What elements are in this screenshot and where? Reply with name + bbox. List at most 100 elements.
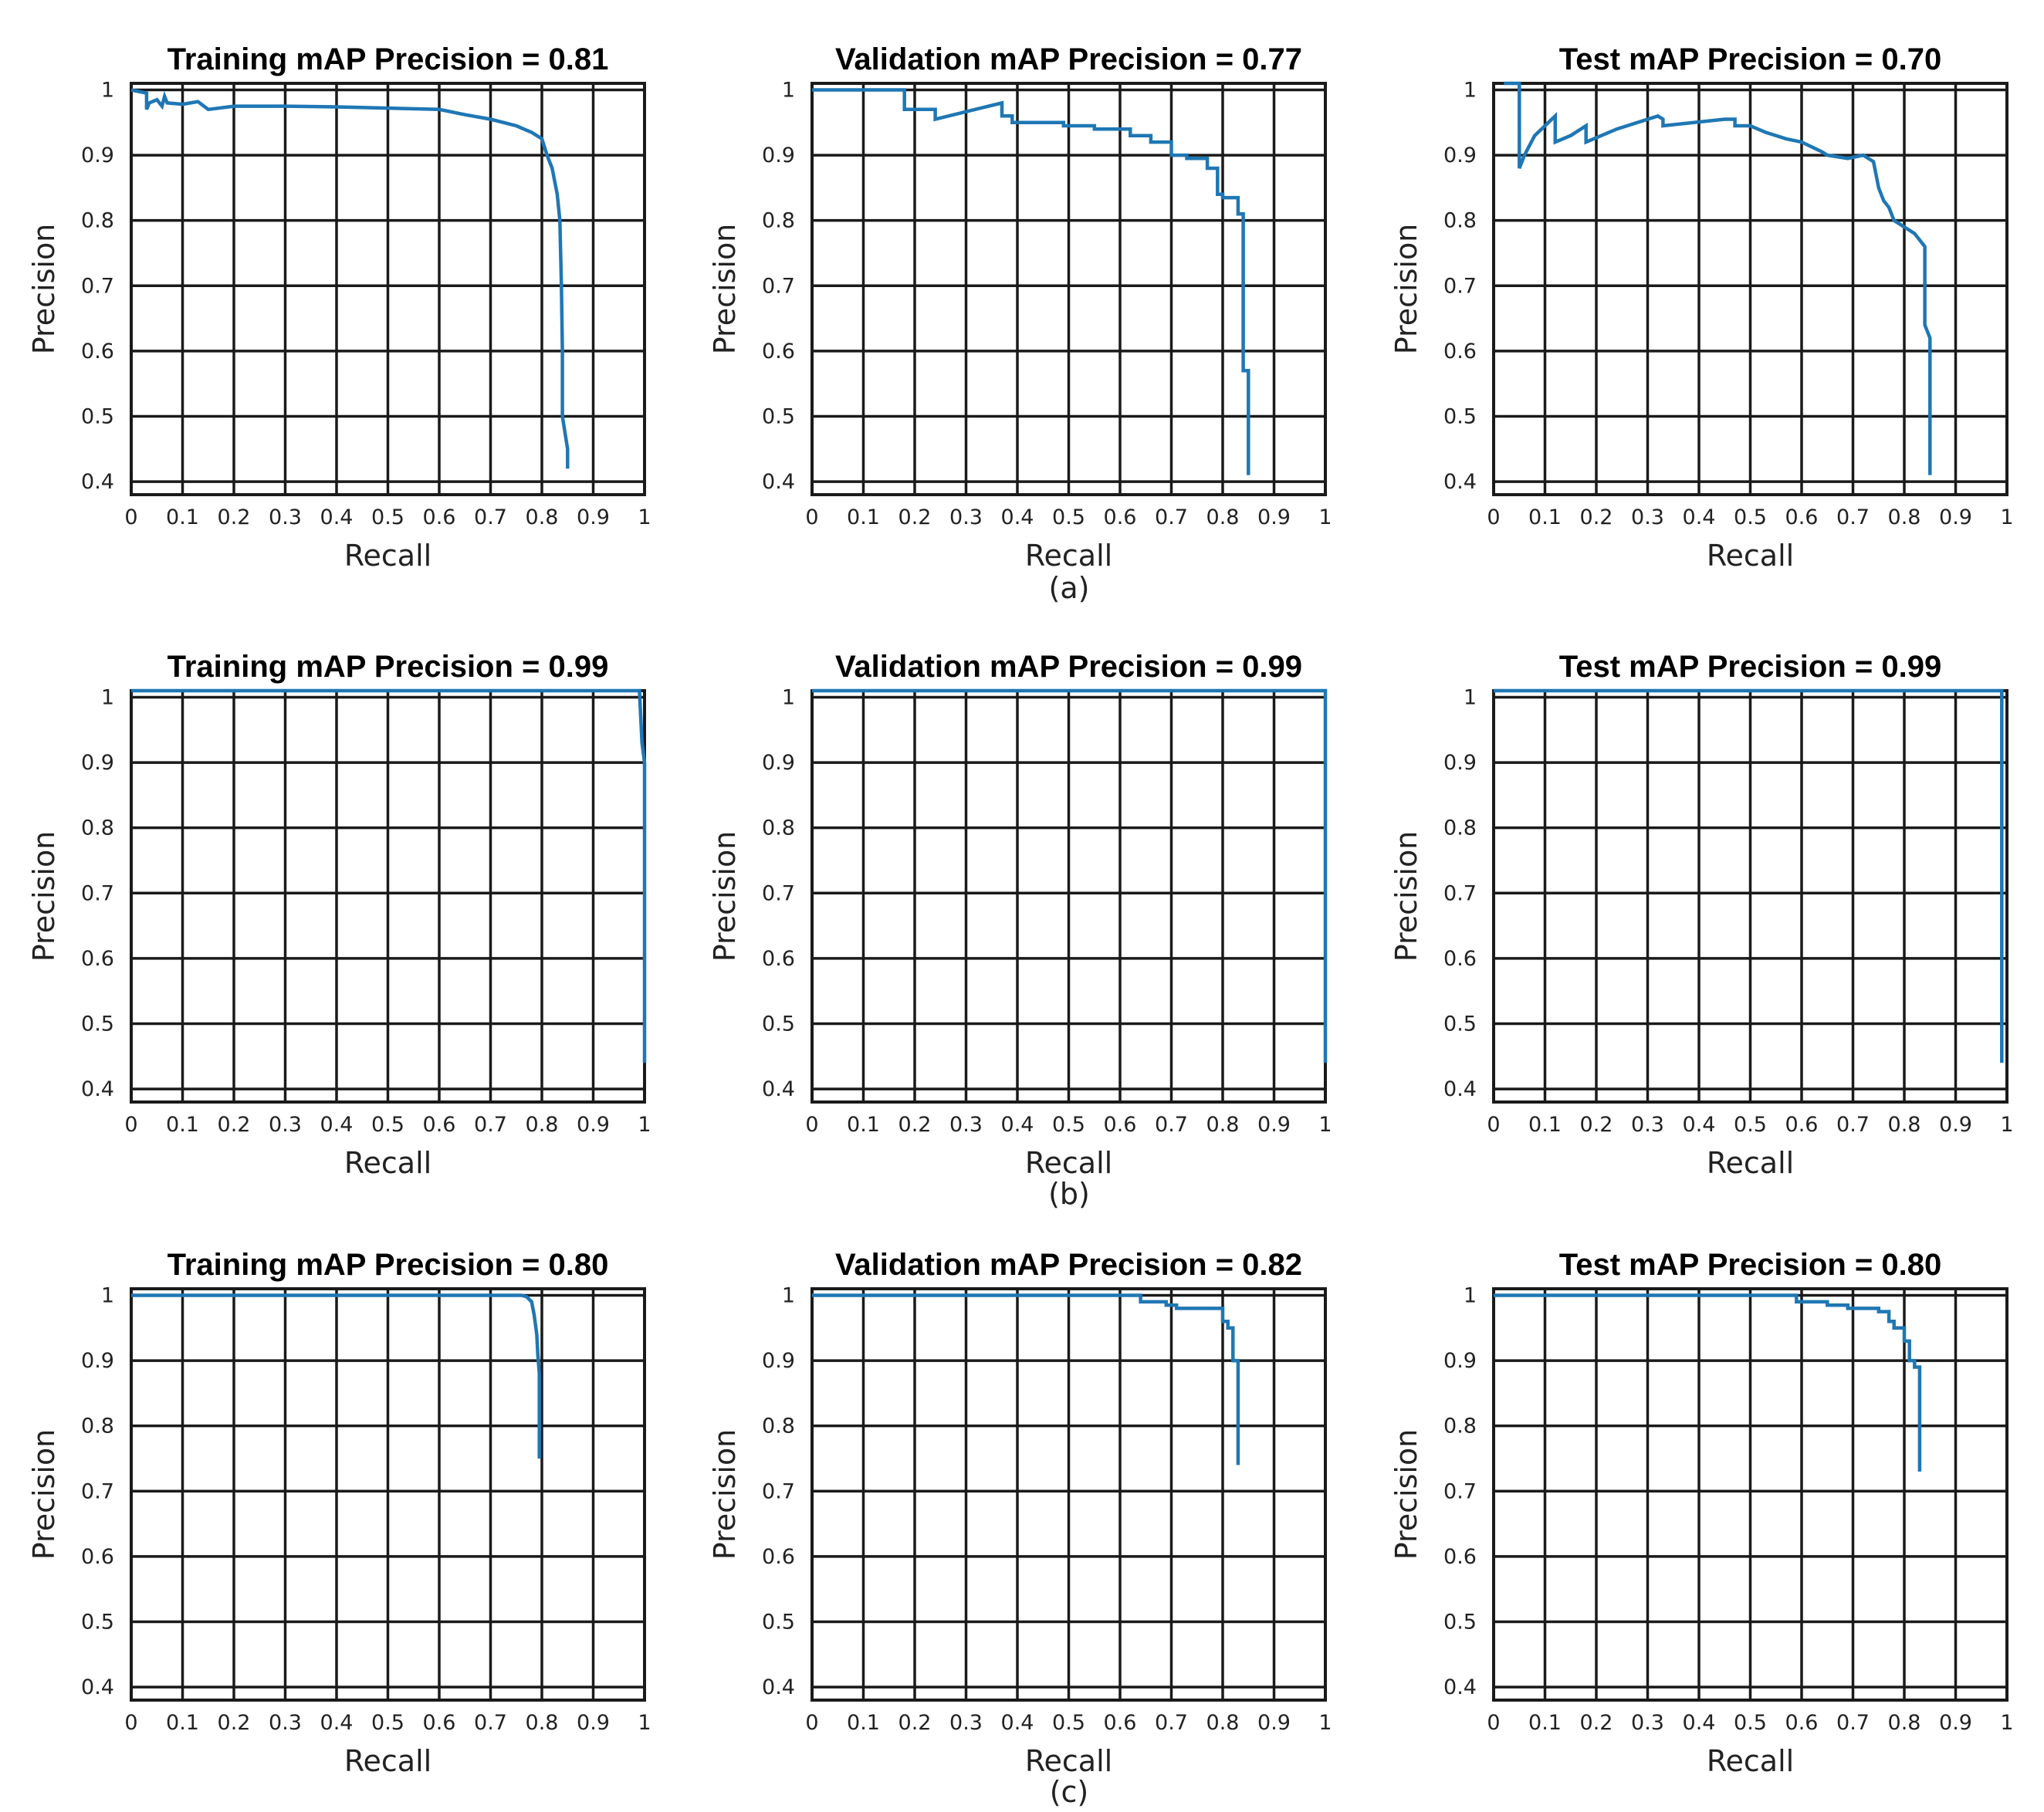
chart-3-ytick-label: 0.8 bbox=[1443, 209, 1477, 233]
chart-6: Test mAP Precision = 0.99 0 0.1 0.2 0.3 0.4 0.… bbox=[1389, 650, 2014, 1180]
chart-5: Validation mAP Precision = 0.99 0 0.1 0.2 0.… bbox=[708, 650, 1332, 1180]
chart-4-title: Training mAP Precision = 0.99 bbox=[168, 650, 609, 684]
chart-6-xtick-label: 0.1 bbox=[1528, 1113, 1562, 1137]
chart-9-xtick-label: 0.5 bbox=[1734, 1711, 1767, 1735]
chart-7-ytick-label: 0.8 bbox=[81, 1415, 114, 1438]
chart-9: Test mAP Precision = 0.80 0 0.1 0.2 0.3 0.4 0.… bbox=[1389, 1248, 2014, 1778]
chart-7-pr-curve-line bbox=[131, 1293, 541, 1459]
chart-7: Training mAP Precision = 0.80 0 0.1 0.2 0.3 0… bbox=[27, 1248, 651, 1778]
chart-1-ytick-label: 0.9 bbox=[81, 144, 114, 167]
chart-4-ytick-label: 1 bbox=[101, 685, 114, 709]
chart-2-ytick-label: 0.7 bbox=[762, 274, 795, 298]
chart-3-xtick-label: 0.9 bbox=[1939, 505, 1972, 529]
chart-2-xtick-label: 0.6 bbox=[1104, 505, 1137, 529]
chart-2-xtick-label: 0.3 bbox=[949, 505, 983, 529]
chart-1-xtick-label: 0.6 bbox=[423, 505, 456, 529]
chart-2: Validation mAP Precision = 0.77 0 0.1 0.2 0.… bbox=[708, 42, 1332, 573]
chart-7-xtick-label: 0.5 bbox=[371, 1711, 404, 1735]
chart-1-ylabel: Precision bbox=[27, 224, 61, 355]
chart-9-frame bbox=[1492, 1287, 2008, 1702]
chart-1-ytick-label: 0.6 bbox=[81, 340, 114, 363]
chart-4-xlabel: Recall bbox=[344, 1146, 431, 1180]
chart-2-xtick-label: 0.5 bbox=[1052, 505, 1085, 529]
chart-6-xtick-label: 0.9 bbox=[1939, 1113, 1972, 1137]
chart-1-xtick-label: 0 bbox=[124, 505, 137, 529]
chart-9-ytick-label: 0.9 bbox=[1443, 1349, 1477, 1373]
chart-4-ylabel: Precision bbox=[27, 831, 61, 962]
chart-1-xtick-label: 0.5 bbox=[371, 505, 404, 529]
chart-7-ytick-label: 0.9 bbox=[81, 1349, 114, 1373]
chart-8-xtick-label: 0.3 bbox=[949, 1711, 983, 1735]
chart-7-ylabel: Precision bbox=[27, 1429, 61, 1560]
chart-7-xlabel: Recall bbox=[344, 1744, 431, 1778]
chart-9-xtick-label: 0.2 bbox=[1580, 1711, 1613, 1735]
chart-6-xtick-label: 0.5 bbox=[1734, 1113, 1767, 1137]
chart-5-ytick-label: 0.9 bbox=[762, 751, 795, 775]
chart-3-ytick-label: 0.4 bbox=[1443, 470, 1477, 494]
chart-8: Validation mAP Precision = 0.82 0 0.1 0.2 0.… bbox=[708, 1248, 1332, 1778]
chart-9-ytick-label: 0.7 bbox=[1443, 1479, 1477, 1503]
chart-3-xtick-label: 1 bbox=[2000, 505, 2013, 529]
chart-3-xlabel: Recall bbox=[1707, 539, 1794, 573]
chart-8-xtick-label: 0.4 bbox=[1001, 1711, 1034, 1735]
chart-7-xtick-label: 0.9 bbox=[577, 1711, 610, 1735]
chart-5-ytick-label: 0.7 bbox=[762, 881, 795, 905]
chart-3-xtick-label: 0.7 bbox=[1836, 505, 1870, 529]
chart-7-xtick-label: 0.3 bbox=[269, 1711, 302, 1735]
chart-4-xtick-label: 0.6 bbox=[423, 1113, 456, 1137]
chart-4-ytick-label: 0.5 bbox=[81, 1012, 114, 1036]
chart-7-xtick-label: 0.2 bbox=[218, 1711, 251, 1735]
chart-9-xtick-label: 0.8 bbox=[1888, 1711, 1921, 1735]
chart-7-ytick-label: 0.4 bbox=[81, 1675, 114, 1699]
chart-7-xtick-label: 0.6 bbox=[423, 1711, 456, 1735]
chart-8-xtick-label: 0 bbox=[805, 1711, 818, 1735]
chart-6-ytick-label: 0.8 bbox=[1443, 816, 1477, 840]
chart-1-xtick-label: 0.2 bbox=[218, 505, 251, 529]
chart-2-xtick-label: 0.1 bbox=[847, 505, 880, 529]
chart-1-title: Training mAP Precision = 0.81 bbox=[168, 42, 609, 76]
chart-7-xtick-label: 0.4 bbox=[320, 1711, 354, 1735]
chart-5-xtick-label: 0 bbox=[805, 1113, 818, 1137]
chart-5-pr-curve-line bbox=[812, 688, 1328, 1063]
chart-6-xtick-label: 0.4 bbox=[1683, 1113, 1716, 1137]
chart-8-xtick-label: 0.7 bbox=[1155, 1711, 1188, 1735]
chart-1-xtick-label: 1 bbox=[638, 505, 651, 529]
chart-4-xtick-label: 0.8 bbox=[526, 1113, 559, 1137]
chart-2-ylabel: Precision bbox=[708, 224, 742, 355]
chart-2-ytick-label: 0.5 bbox=[762, 404, 795, 428]
chart-1-xtick-label: 0.1 bbox=[166, 505, 199, 529]
chart-9-xtick-label: 0 bbox=[1487, 1711, 1500, 1735]
chart-9-ytick-label: 1 bbox=[1464, 1283, 1477, 1307]
chart-8-xtick-label: 0.6 bbox=[1104, 1711, 1137, 1735]
chart-8-ytick-label: 0.7 bbox=[762, 1479, 795, 1503]
chart-1-xtick-label: 0.3 bbox=[269, 505, 302, 529]
chart-2-pr-curve-line bbox=[812, 88, 1250, 475]
chart-3-xtick-label: 0.3 bbox=[1631, 505, 1664, 529]
chart-4-xtick-label: 0.4 bbox=[320, 1113, 354, 1137]
chart-6-ytick-label: 0.4 bbox=[1443, 1077, 1477, 1101]
chart-8-xlabel: Recall bbox=[1025, 1744, 1112, 1778]
chart-2-xtick-label: 0.8 bbox=[1206, 505, 1240, 529]
chart-5-xtick-label: 0.8 bbox=[1206, 1113, 1240, 1137]
chart-4-xtick-label: 0.1 bbox=[166, 1113, 199, 1137]
caption-c: (c) bbox=[1050, 1775, 1089, 1809]
chart-9-ytick-label: 0.4 bbox=[1443, 1675, 1477, 1699]
chart-6-xtick-label: 0.8 bbox=[1888, 1113, 1921, 1137]
chart-1-xtick-label: 0.7 bbox=[474, 505, 507, 529]
chart-7-xtick-label: 0.1 bbox=[166, 1711, 199, 1735]
chart-9-ytick-label: 0.8 bbox=[1443, 1415, 1477, 1438]
chart-8-ytick-label: 0.5 bbox=[762, 1610, 795, 1634]
chart-2-ytick-label: 0.9 bbox=[762, 144, 795, 167]
chart-8-ytick-label: 0.9 bbox=[762, 1349, 795, 1373]
chart-9-xtick-label: 0.1 bbox=[1528, 1711, 1562, 1735]
chart-7-frame bbox=[130, 1287, 646, 1702]
chart-2-title: Validation mAP Precision = 0.77 bbox=[835, 42, 1302, 76]
chart-5-xtick-label: 0.4 bbox=[1001, 1113, 1034, 1137]
chart-3-ytick-label: 0.6 bbox=[1443, 340, 1477, 363]
chart-5-ytick-label: 0.6 bbox=[762, 947, 795, 971]
chart-4-xtick-label: 1 bbox=[638, 1113, 651, 1137]
chart-6-xlabel: Recall bbox=[1707, 1146, 1794, 1180]
chart-3-ytick-label: 0.9 bbox=[1443, 144, 1477, 167]
chart-2-xlabel: Recall bbox=[1025, 539, 1112, 573]
